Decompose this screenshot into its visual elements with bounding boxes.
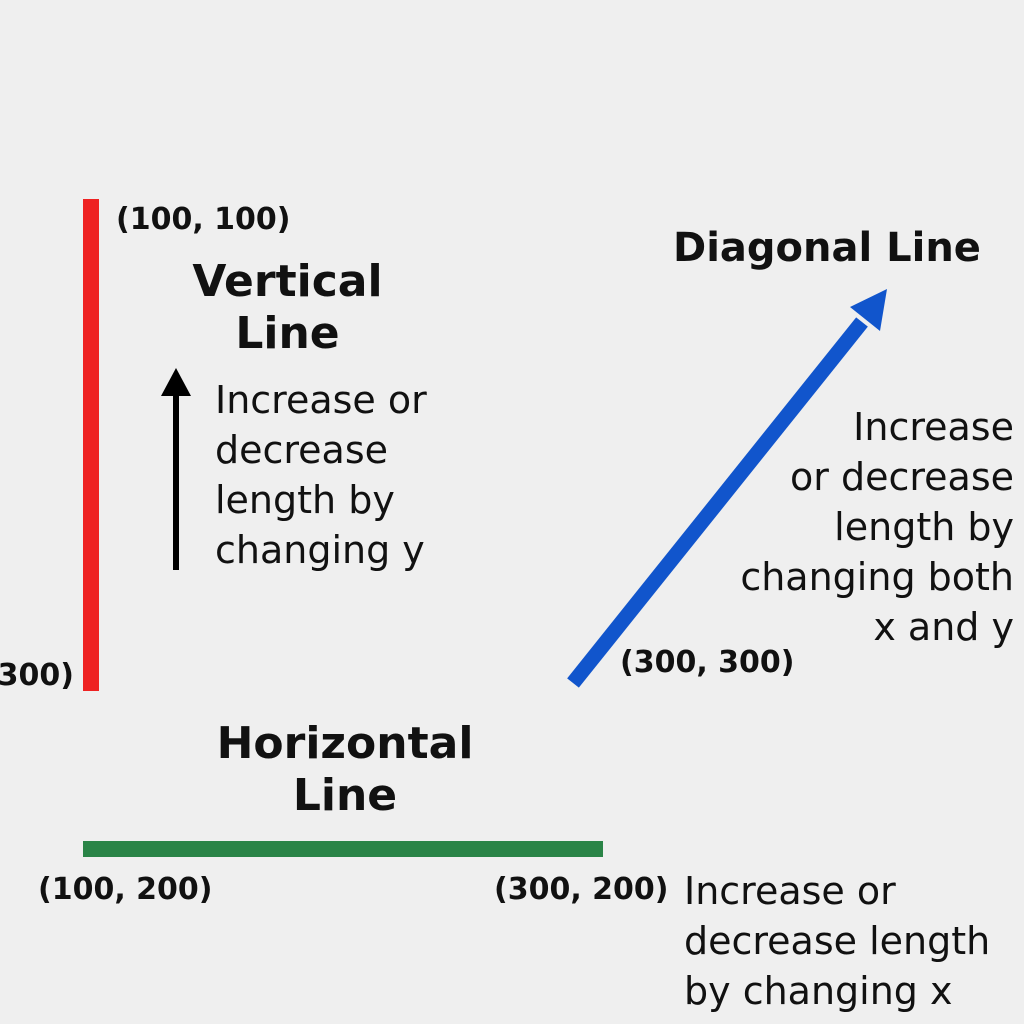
diagonal-description-line: x and y	[873, 605, 1014, 649]
vertical-description-line: decrease	[215, 428, 389, 472]
diagonal-title: Diagonal Line	[673, 225, 981, 271]
vertical-description-line: length by	[215, 478, 395, 522]
diagonal-description-line: or decrease	[790, 455, 1014, 499]
horizontal-title-line: Line	[292, 770, 398, 821]
vertical-top-label: (100, 100)	[116, 202, 291, 237]
vertical-title-line: Line	[235, 308, 340, 359]
vertical-line	[83, 199, 99, 691]
horizontal-line	[83, 841, 603, 857]
horizontal-title-line: Horizontal	[216, 718, 474, 769]
diagonal-line	[567, 317, 868, 688]
diagonal-description-line: changing both	[740, 555, 1014, 599]
horizontal-title: Horizontal Line	[205, 718, 485, 822]
vertical-description-line: changing y	[215, 528, 425, 572]
vertical-description: Increase or decrease length by changing …	[215, 375, 427, 575]
diagonal-description-line: length by	[834, 505, 1014, 549]
horizontal-description: Increase or decrease length by changing …	[684, 866, 990, 1016]
up-arrow-icon	[161, 368, 191, 396]
diagonal-description-line: Increase	[853, 405, 1014, 449]
diagonal-start-label: (300, 300)	[620, 645, 795, 680]
vertical-bottom-label: (100, 300)	[0, 658, 74, 693]
horizontal-description-line: decrease length	[684, 919, 991, 963]
horizontal-description-line: Increase or	[684, 869, 896, 913]
vertical-title-line: Vertical	[192, 256, 383, 307]
vertical-description-line: Increase or	[215, 378, 427, 422]
diagonal-description: Increase or decrease length by changing …	[740, 402, 1014, 652]
vertical-title: Vertical Line	[175, 256, 400, 360]
horizontal-description-line: by changing x	[684, 969, 953, 1013]
horizontal-right-label: (300, 200)	[494, 872, 669, 907]
horizontal-left-label: (100, 200)	[38, 872, 213, 907]
arrowhead-icon	[850, 289, 887, 331]
